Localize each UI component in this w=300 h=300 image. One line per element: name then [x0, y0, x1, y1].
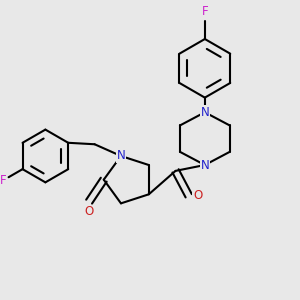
Text: F: F	[0, 174, 7, 187]
Text: O: O	[193, 189, 202, 202]
Text: N: N	[200, 106, 209, 119]
Text: F: F	[202, 5, 208, 18]
Text: N: N	[200, 158, 209, 172]
Text: O: O	[85, 206, 94, 218]
Text: N: N	[117, 149, 125, 163]
